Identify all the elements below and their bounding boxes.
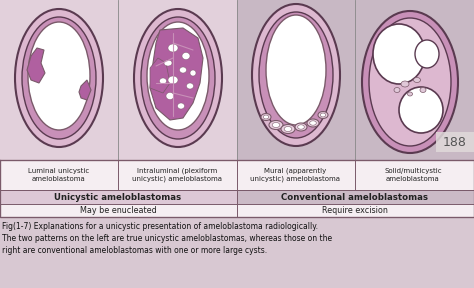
Ellipse shape [252,4,340,146]
Polygon shape [150,28,203,120]
Ellipse shape [373,24,425,84]
Ellipse shape [180,67,186,73]
Ellipse shape [281,124,295,134]
Ellipse shape [177,103,184,109]
Ellipse shape [147,22,209,130]
Ellipse shape [408,92,412,96]
Ellipse shape [399,87,443,133]
Ellipse shape [261,113,271,120]
Text: Luminal unicystic
ameloblastoma: Luminal unicystic ameloblastoma [28,168,90,182]
Ellipse shape [186,83,193,89]
Ellipse shape [307,119,319,127]
Ellipse shape [369,18,451,146]
Ellipse shape [28,22,90,130]
Text: Unicystic ameloblastomas: Unicystic ameloblastomas [55,192,182,202]
FancyBboxPatch shape [436,132,474,152]
Polygon shape [79,80,91,100]
Text: May be enucleated: May be enucleated [80,206,156,215]
Text: Conventional ameloblastomas: Conventional ameloblastomas [282,192,428,202]
Text: Mural (apparently
unicystic) ameloblastoma: Mural (apparently unicystic) ameloblasto… [250,168,340,182]
Text: Intraluminal (plexiform
unicystic) ameloblastoma: Intraluminal (plexiform unicystic) amelo… [132,168,222,182]
Ellipse shape [310,121,316,125]
Ellipse shape [394,88,400,92]
Ellipse shape [168,76,178,84]
Ellipse shape [413,77,420,82]
Ellipse shape [401,81,409,87]
Ellipse shape [164,60,172,66]
FancyBboxPatch shape [0,0,237,160]
Ellipse shape [141,17,215,139]
Text: Fig(1-7) Explanations for a unicystic presentation of ameloblastoma radiological: Fig(1-7) Explanations for a unicystic pr… [2,222,318,231]
Ellipse shape [266,15,326,125]
Ellipse shape [159,78,166,84]
Ellipse shape [284,126,292,132]
Text: Solid/multicystic
ameloblastoma: Solid/multicystic ameloblastoma [384,168,442,182]
Ellipse shape [269,120,283,130]
FancyBboxPatch shape [237,190,474,204]
Ellipse shape [168,44,178,52]
Ellipse shape [190,70,196,76]
Ellipse shape [15,9,103,147]
Ellipse shape [415,40,439,68]
Text: The two patterns on the left are true unicystic ameloblastomas, whereas those on: The two patterns on the left are true un… [2,234,332,243]
Ellipse shape [259,12,333,138]
Ellipse shape [318,111,328,118]
Ellipse shape [134,9,222,147]
Ellipse shape [182,52,190,60]
Ellipse shape [166,92,174,99]
Ellipse shape [272,122,280,128]
Ellipse shape [320,113,326,117]
Text: 188: 188 [443,135,467,149]
Ellipse shape [263,115,269,119]
FancyBboxPatch shape [0,160,474,217]
Ellipse shape [420,88,426,92]
Text: right are conventional ameloblastomas with one or more large cysts.: right are conventional ameloblastomas wi… [2,246,267,255]
Text: Require excision: Require excision [322,206,388,215]
Ellipse shape [298,125,304,129]
FancyBboxPatch shape [0,190,237,204]
Polygon shape [150,58,170,93]
Ellipse shape [295,123,307,131]
FancyBboxPatch shape [237,0,474,160]
Polygon shape [27,48,45,83]
Ellipse shape [22,17,96,139]
Ellipse shape [362,11,458,153]
